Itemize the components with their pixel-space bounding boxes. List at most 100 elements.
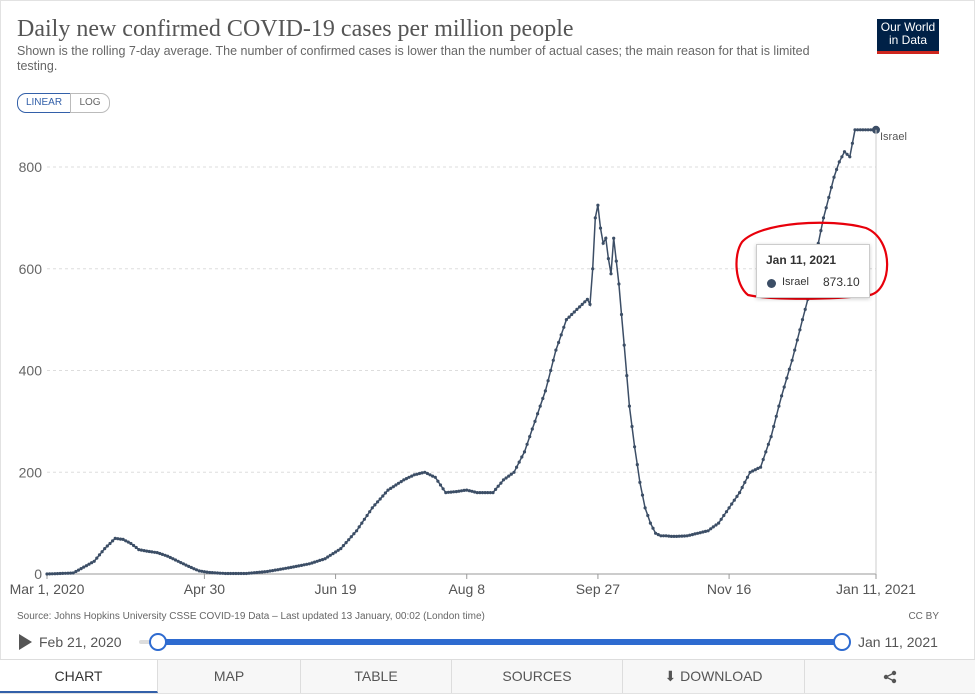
data-point: [331, 552, 335, 556]
data-point: [651, 526, 655, 530]
x-tick-label: Jan 11, 2021: [836, 581, 916, 597]
data-point: [557, 340, 561, 345]
data-point: [551, 358, 555, 362]
data-point: [402, 478, 406, 482]
data-point: [572, 310, 576, 314]
owid-logo[interactable]: Our World in Data: [877, 19, 939, 54]
data-point: [97, 553, 102, 557]
data-point: [441, 487, 445, 491]
data-point: [389, 486, 393, 490]
data-point: [480, 491, 485, 495]
play-icon[interactable]: [19, 634, 32, 650]
data-point: [121, 537, 125, 542]
tab-table[interactable]: TABLE: [301, 660, 452, 693]
tooltip-value: 873.10: [823, 275, 860, 289]
data-point: [336, 548, 340, 552]
x-tick-label: Aug 8: [448, 581, 485, 597]
data-point: [774, 414, 778, 418]
data-point: [90, 561, 94, 565]
data-point: [404, 477, 408, 481]
data-point: [630, 424, 634, 429]
data-point: [215, 571, 220, 575]
data-point: [365, 513, 369, 518]
data-point: [465, 488, 469, 492]
data-point: [593, 216, 597, 220]
timeline-start-handle[interactable]: [149, 633, 167, 651]
data-point: [226, 571, 230, 576]
data-point: [601, 241, 605, 245]
tab-bar: CHART MAP TABLE SOURCES ⬇ DOWNLOAD: [0, 659, 975, 695]
data-point: [74, 569, 78, 574]
data-point: [200, 569, 204, 573]
data-point: [452, 490, 456, 494]
data-point: [467, 489, 471, 493]
data-point: [236, 571, 241, 576]
data-point: [656, 533, 660, 537]
share-button[interactable]: [805, 660, 975, 693]
data-point: [370, 506, 374, 510]
tab-sources[interactable]: SOURCES: [452, 660, 623, 693]
data-point: [210, 571, 214, 575]
data-point: [787, 367, 792, 371]
data-point: [260, 570, 264, 574]
log-toggle[interactable]: LOG: [70, 93, 110, 113]
data-point: [606, 257, 611, 261]
data-point: [522, 450, 527, 454]
data-point: [315, 559, 319, 563]
data-point: [284, 566, 288, 570]
data-point: [780, 394, 784, 398]
data-point: [444, 491, 448, 495]
data-point: [554, 348, 558, 352]
data-point: [646, 513, 650, 518]
data-point: [171, 557, 175, 561]
data-point: [323, 557, 327, 561]
data-point: [803, 307, 807, 311]
data-point: [761, 457, 765, 462]
tab-map[interactable]: MAP: [158, 660, 301, 693]
tooltip-series-dot: [767, 279, 776, 288]
data-point: [82, 565, 86, 569]
data-point: [622, 343, 626, 347]
data-point: [488, 491, 492, 495]
data-point: [491, 491, 495, 495]
data-point: [682, 534, 687, 538]
data-point: [735, 494, 739, 498]
data-point: [701, 530, 705, 534]
data-point: [231, 571, 235, 576]
data-point: [640, 493, 645, 497]
data-point: [559, 333, 563, 337]
x-tick-label: Mar 1, 2020: [10, 581, 85, 597]
timeline-end-handle[interactable]: [833, 633, 851, 651]
data-point: [417, 471, 422, 476]
data-point: [745, 475, 750, 479]
license-label[interactable]: CC BY: [908, 611, 939, 622]
data-point: [158, 551, 162, 556]
data-point: [866, 128, 870, 132]
data-point: [394, 483, 398, 487]
annotation-circle: [735, 221, 889, 300]
data-point: [428, 473, 432, 477]
tab-chart[interactable]: CHART: [0, 660, 158, 693]
data-point: [748, 470, 752, 474]
data-point: [163, 553, 167, 557]
data-point: [549, 368, 553, 373]
data-point: [709, 527, 713, 531]
data-point: [50, 572, 54, 576]
data-point: [575, 307, 579, 311]
data-point: [703, 529, 708, 534]
tab-download[interactable]: ⬇ DOWNLOAD: [623, 660, 805, 693]
data-point: [373, 503, 377, 507]
data-point: [208, 570, 212, 575]
data-point: [299, 563, 304, 568]
data-point: [667, 534, 671, 538]
source-note[interactable]: Source: Johns Hopkins University CSSE CO…: [17, 611, 485, 622]
tab-table-label: TABLE: [354, 668, 398, 684]
data-point: [192, 567, 196, 571]
timeline-range[interactable]: [157, 639, 842, 645]
line-chart[interactable]: 0 200 400 600 800 Mar 1, 2020 Apr 30 Jun 19 Aug …: [0, 0, 975, 610]
data-point: [706, 529, 710, 533]
data-point: [842, 150, 847, 154]
data-point: [181, 562, 185, 566]
data-point: [431, 474, 435, 478]
data-point: [362, 517, 366, 521]
